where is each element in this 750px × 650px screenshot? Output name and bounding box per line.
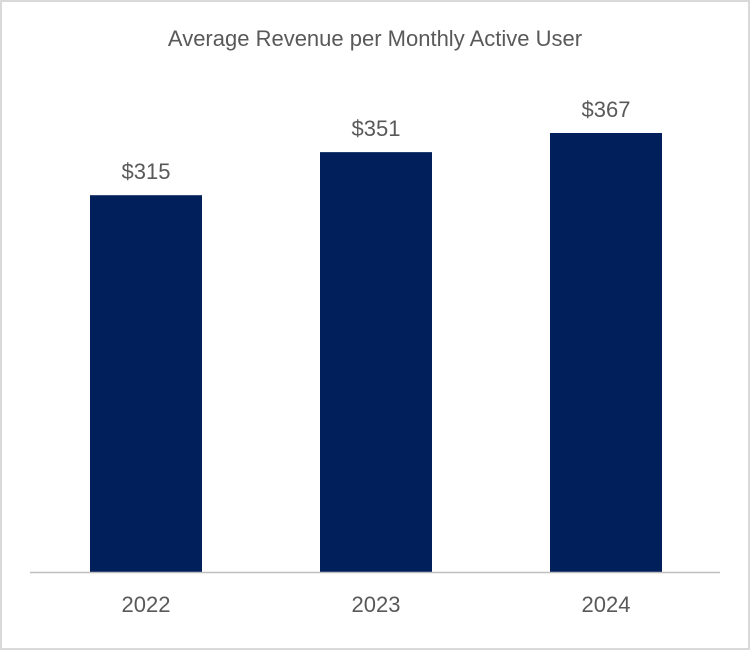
data-label-2022: $315 [122, 159, 171, 184]
data-labels-layer: $315 $351 $367 [122, 97, 631, 184]
bar-2022 [90, 195, 202, 572]
data-label-2023: $351 [352, 116, 401, 141]
x-tick-labels-layer: 2022 2023 2024 [122, 592, 631, 617]
chart-title: Average Revenue per Monthly Active User [167, 26, 583, 51]
bars-layer [90, 133, 662, 572]
data-label-2024: $367 [582, 97, 631, 122]
x-tick-label-2023: 2023 [352, 592, 401, 617]
bar-2023 [320, 152, 432, 572]
x-tick-label-2022: 2022 [122, 592, 171, 617]
x-tick-label-2024: 2024 [582, 592, 631, 617]
bar-2024 [550, 133, 662, 572]
